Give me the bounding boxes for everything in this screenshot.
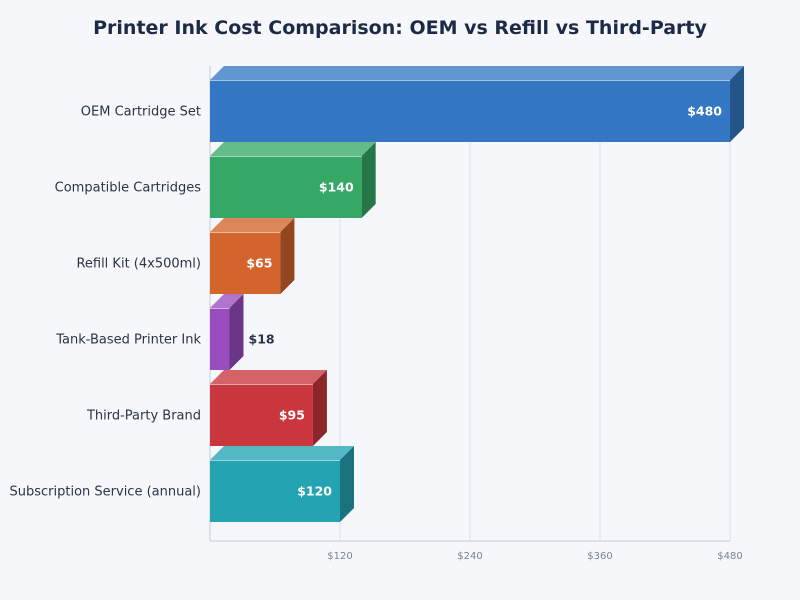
bar-top-face (210, 370, 327, 384)
bar-top-face (210, 294, 244, 308)
category-label: Compatible Cartridges (55, 181, 202, 196)
bar-front-face (210, 80, 730, 142)
bar-front-face (210, 232, 281, 294)
bar-front-face (210, 308, 230, 370)
category-label: Tank-Based Printer Ink (55, 333, 201, 348)
bar: $95 (210, 370, 327, 446)
category-label: Third-Party Brand (86, 409, 201, 424)
bar-front-face (210, 460, 340, 522)
chart-title: Printer Ink Cost Comparison: OEM vs Refi… (93, 17, 707, 39)
bar-side-face (229, 294, 244, 370)
value-label: $120 (297, 484, 332, 499)
bar-side-face (730, 66, 744, 142)
bar-front-face (210, 156, 362, 218)
bar: $18 (210, 294, 275, 370)
x-tick-label: $360 (587, 551, 612, 562)
value-label: $65 (246, 256, 272, 271)
bar: $120 (210, 446, 354, 522)
category-label: Subscription Service (annual) (10, 485, 202, 500)
bar-side-face (312, 370, 327, 446)
bar-top-face (210, 66, 744, 80)
x-tick-labels: $120 $240 $360 $480 (327, 551, 742, 562)
category-labels: OEM Cartridge Set Compatible Cartridges Re… (10, 105, 202, 500)
bars: $480 $140 $65 $18 $95 $120 (210, 66, 744, 522)
bar-front-face (210, 384, 313, 446)
value-label: $140 (319, 180, 354, 195)
value-label: $95 (279, 408, 305, 423)
bar: $65 (210, 218, 295, 294)
bar-top-face (210, 218, 295, 232)
category-label: OEM Cartridge Set (81, 105, 201, 120)
bar: $480 (210, 66, 744, 142)
bar-side-face (361, 142, 376, 218)
x-tick-label: $120 (327, 551, 352, 562)
bar-top-face (210, 446, 354, 460)
x-tick-label: $480 (717, 551, 742, 562)
bar-top-face (210, 142, 376, 156)
x-tick-label: $240 (457, 551, 482, 562)
bar: $140 (210, 142, 376, 218)
bar-side-face (340, 446, 354, 522)
value-label: $18 (249, 332, 275, 347)
bar-side-face (280, 218, 295, 294)
category-label: Refill Kit (4x500ml) (76, 257, 201, 272)
value-label: $480 (687, 104, 722, 119)
